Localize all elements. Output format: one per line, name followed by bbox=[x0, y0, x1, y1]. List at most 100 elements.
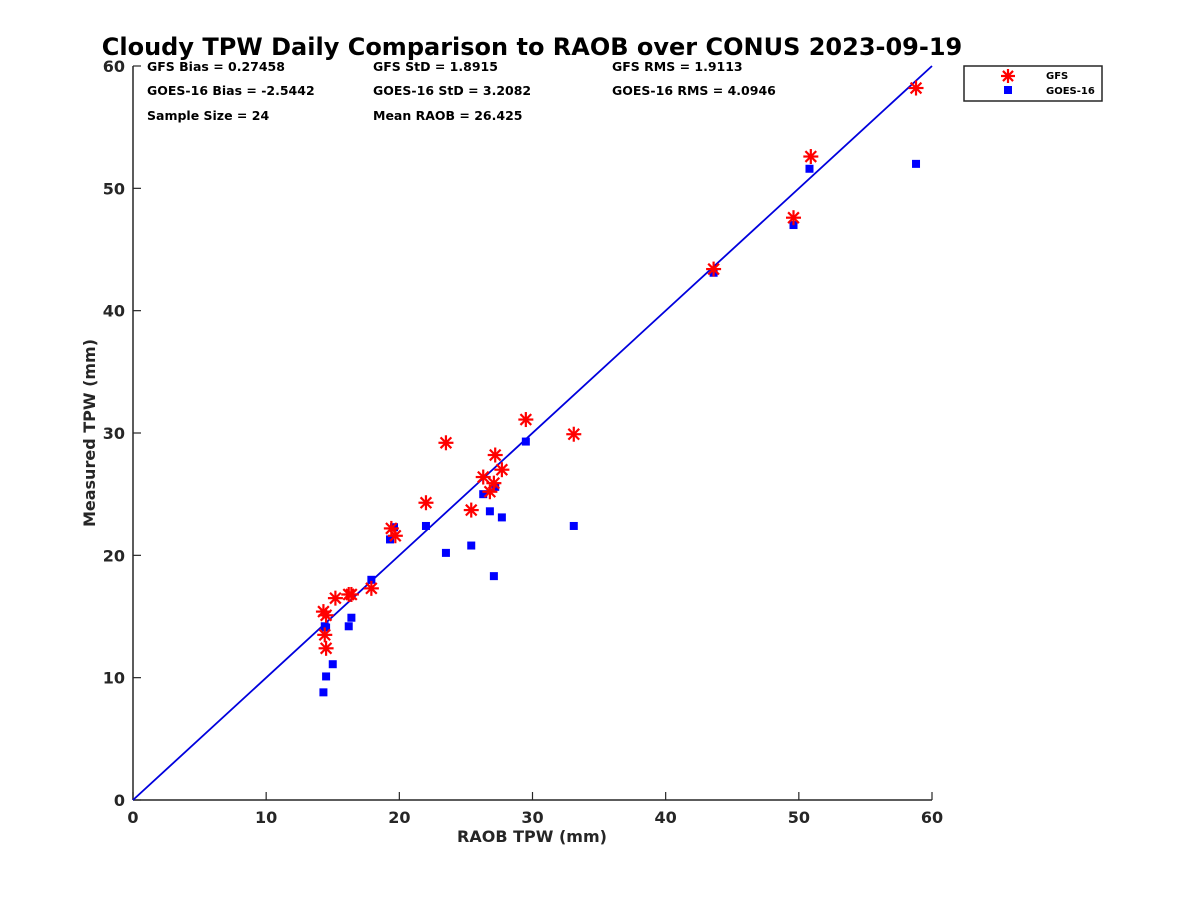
gfs-point bbox=[803, 149, 819, 165]
goes16-point bbox=[912, 159, 921, 168]
gfs-point bbox=[494, 462, 510, 478]
gfs-point bbox=[363, 580, 379, 596]
goes16-point bbox=[467, 541, 476, 550]
y-tick-label: 20 bbox=[103, 546, 125, 565]
gfs-point bbox=[418, 495, 434, 511]
gfs-point bbox=[438, 435, 454, 451]
legend-goes16-marker bbox=[1004, 86, 1012, 94]
asterisk-stroke bbox=[787, 211, 800, 224]
asterisk-stroke bbox=[909, 81, 923, 95]
goes16-point bbox=[497, 513, 506, 522]
x-tick-label: 40 bbox=[655, 808, 677, 827]
gfs-point bbox=[318, 607, 334, 623]
goes-bias-stat: GOES-16 Bias = -2.5442 bbox=[147, 83, 315, 98]
goes16-point bbox=[319, 688, 328, 697]
y-tick-label: 0 bbox=[114, 791, 125, 810]
goes16-point bbox=[479, 490, 488, 499]
gfs-point bbox=[706, 261, 722, 277]
goes16-point bbox=[386, 535, 395, 544]
legend: GFS GOES-16 bbox=[963, 65, 1103, 102]
gfs-point bbox=[475, 469, 491, 485]
asterisk-stroke bbox=[385, 522, 398, 535]
y-tick-label: 60 bbox=[103, 57, 125, 76]
goes16-point bbox=[328, 660, 337, 669]
asterisk-stroke bbox=[329, 591, 342, 605]
mean-raob-stat: Mean RAOB = 26.425 bbox=[373, 108, 522, 123]
gfs-point bbox=[317, 627, 333, 643]
asterisk-stroke bbox=[707, 262, 720, 276]
goes-rms-stat: GOES-16 RMS = 4.0946 bbox=[612, 83, 776, 98]
asterisk-stroke bbox=[319, 609, 333, 622]
gfs-point bbox=[318, 640, 334, 656]
goes16-point bbox=[521, 437, 530, 446]
goes16-point bbox=[489, 572, 498, 581]
y-tick-label: 50 bbox=[103, 179, 125, 198]
asterisk-stroke bbox=[465, 503, 478, 517]
gfs-point bbox=[463, 502, 479, 518]
x-tick-label: 20 bbox=[388, 808, 410, 827]
asterisk-stroke bbox=[567, 428, 580, 441]
gfs-point bbox=[487, 447, 503, 463]
asterisk-stroke bbox=[318, 628, 331, 642]
asterisk-stroke bbox=[519, 413, 533, 426]
asterisk-stroke bbox=[487, 476, 501, 490]
gfs-point bbox=[343, 586, 359, 602]
asterisk-stroke bbox=[495, 463, 509, 476]
legend-gfs-marker bbox=[1001, 69, 1015, 83]
one-to-one-line bbox=[132, 65, 933, 801]
chart-title: Cloudy TPW Daily Comparison to RAOB over… bbox=[102, 33, 962, 61]
gfs-point bbox=[327, 590, 343, 606]
y-tick-label: 30 bbox=[103, 424, 125, 443]
goes16-point bbox=[344, 622, 353, 631]
goes16-point bbox=[569, 521, 578, 530]
legend-box bbox=[963, 65, 1103, 102]
y-axis-label: Measured TPW (mm) bbox=[80, 339, 99, 527]
x-tick-label: 30 bbox=[521, 808, 543, 827]
asterisk-stroke bbox=[419, 496, 433, 509]
gfs-series bbox=[315, 80, 924, 656]
goes16-point bbox=[322, 672, 331, 681]
gfs-point bbox=[387, 528, 403, 544]
sample-size-stat: Sample Size = 24 bbox=[147, 108, 269, 123]
asterisk-stroke bbox=[489, 448, 502, 462]
x-axis-label: RAOB TPW (mm) bbox=[457, 827, 607, 846]
gfs-point bbox=[786, 210, 802, 226]
x-tick-label: 60 bbox=[921, 808, 943, 827]
gfs-point bbox=[566, 426, 582, 442]
goes16-point bbox=[322, 623, 331, 632]
goes16-point bbox=[367, 575, 376, 584]
asterisk-stroke bbox=[319, 642, 333, 655]
goes16-point bbox=[421, 521, 430, 530]
asterisk-stroke bbox=[365, 582, 378, 595]
goes16-point bbox=[441, 548, 450, 557]
gfs-bias-stat: GFS Bias = 0.27458 bbox=[147, 59, 285, 74]
gfs-point bbox=[518, 412, 534, 428]
y-axis-ticks: 0 10 20 30 40 50 60 bbox=[103, 57, 141, 810]
asterisk-stroke bbox=[345, 588, 358, 601]
x-tick-label: 10 bbox=[255, 808, 277, 827]
goes16-point bbox=[805, 164, 814, 173]
reference-line-group bbox=[132, 65, 933, 801]
asterisk-stroke bbox=[1002, 70, 1014, 82]
goes16-point bbox=[347, 613, 356, 622]
asterisk-stroke bbox=[477, 470, 490, 484]
gfs-point bbox=[486, 475, 502, 491]
x-tick-label: 0 bbox=[127, 808, 138, 827]
y-tick-label: 40 bbox=[103, 302, 125, 321]
y-tick-label: 10 bbox=[103, 669, 125, 688]
goes-std-stat: GOES-16 StD = 3.2082 bbox=[373, 83, 531, 98]
x-axis-ticks: 0 10 20 30 40 50 60 bbox=[127, 792, 943, 827]
legend-goes16-label: GOES-16 bbox=[1046, 86, 1095, 97]
goes16-point bbox=[485, 507, 494, 516]
gfs-point bbox=[908, 80, 924, 96]
legend-gfs-asterisk bbox=[1001, 69, 1015, 83]
gfs-std-stat: GFS StD = 1.8915 bbox=[373, 59, 498, 74]
gfs-rms-stat: GFS RMS = 1.9113 bbox=[612, 59, 743, 74]
legend-gfs-label: GFS bbox=[1046, 71, 1068, 82]
asterisk-stroke bbox=[389, 529, 402, 542]
x-tick-label: 50 bbox=[788, 808, 810, 827]
asterisk-stroke bbox=[804, 150, 817, 163]
asterisk-stroke bbox=[439, 436, 453, 449]
